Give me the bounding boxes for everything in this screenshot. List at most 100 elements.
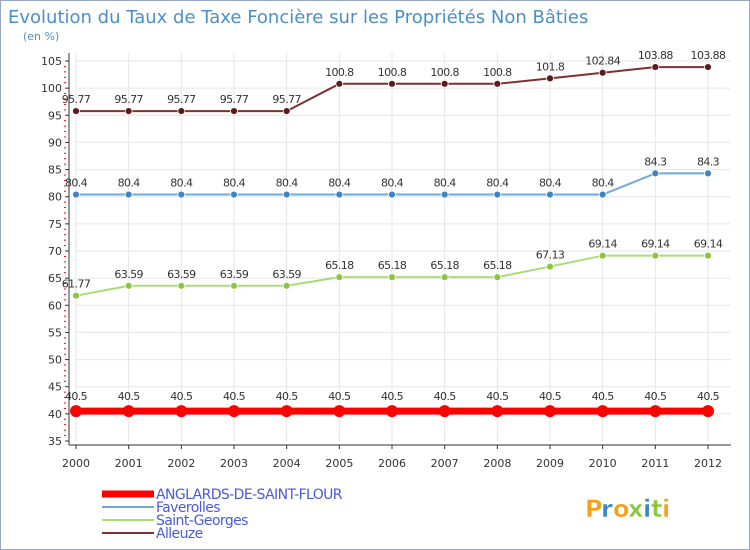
data-point: [177, 190, 186, 199]
data-point: [282, 107, 291, 116]
data-label: 80.4: [381, 177, 404, 190]
data-point: [493, 79, 502, 88]
brand-letter: P: [585, 495, 603, 523]
y-tick-label: 75: [48, 218, 62, 231]
data-label: 63.59: [167, 268, 196, 281]
data-label: 40.5: [486, 390, 509, 403]
data-label: 69.14: [694, 238, 723, 251]
brand-letter: t: [651, 495, 662, 523]
data-point: [651, 63, 660, 71]
data-point: [124, 107, 133, 116]
data-label: 84.3: [697, 155, 720, 168]
y-tick-label: 60: [48, 299, 62, 312]
data-point: [546, 74, 554, 83]
data-point: [491, 405, 504, 418]
legend-label: Faverolles: [156, 500, 220, 516]
x-tick-label: 2000: [62, 457, 90, 470]
y-tick-label: 90: [48, 136, 62, 149]
y-tick-label: 105: [41, 55, 62, 68]
data-point: [546, 262, 554, 271]
chart-title: Evolution du Taux de Taxe Foncière sur l…: [8, 7, 588, 28]
data-point: [228, 405, 240, 418]
data-point: [70, 405, 82, 418]
data-label: 80.4: [486, 177, 509, 190]
brand-letter: i: [662, 495, 670, 523]
y-tick-label: 95: [48, 109, 62, 122]
data-point: [546, 190, 554, 199]
data-label: 40.5: [697, 390, 720, 403]
y-tick-label: 100: [41, 82, 62, 95]
data-point: [388, 190, 396, 199]
data-point: [704, 251, 712, 260]
data-label: 80.4: [223, 177, 246, 190]
data-label: 63.59: [272, 268, 301, 281]
data-point: [124, 190, 133, 199]
series-anglards-de-saint-flour: 40.5 40.5 40.5 40.5 40.5 40.5 40.5 40.5 40.5 40.5…: [65, 390, 720, 418]
brand-letter: r: [601, 495, 613, 523]
data-label: 100.8: [430, 66, 459, 79]
data-point: [493, 190, 502, 199]
data-point: [649, 405, 662, 418]
x-tick-label: 2003: [220, 457, 248, 470]
data-label: 103.88: [638, 49, 673, 62]
legend-label: Alleuze: [156, 526, 203, 542]
data-point: [177, 107, 186, 116]
legend-label: Saint-Georges: [156, 513, 248, 529]
x-tick-label: 2001: [115, 457, 143, 470]
legend: ANGLARDS-DE-SAINT-FLOURFaverollesSaint-G…: [102, 487, 343, 542]
y-tick-label: 85: [48, 164, 62, 177]
legend-label: ANGLARDS-DE-SAINT-FLOUR: [156, 487, 343, 503]
data-point: [72, 190, 80, 199]
data-point: [493, 273, 502, 282]
data-label: 40.5: [328, 390, 351, 403]
x-tick-label: 2005: [325, 457, 353, 470]
series-alleuze: 95.77 95.77 95.77 95.77 95.77 100.8 100.8 100.8…: [62, 49, 727, 116]
x-tick-label: 2002: [167, 457, 195, 470]
data-point: [388, 79, 396, 88]
data-label: 95.77: [220, 93, 249, 106]
y-tick-label: 80: [48, 191, 62, 204]
data-label: 61.77: [62, 278, 91, 291]
data-point: [122, 405, 135, 418]
data-label: 69.14: [588, 238, 617, 251]
y-tick-label: 40: [48, 408, 62, 421]
data-label: 80.4: [118, 177, 141, 190]
data-point: [598, 251, 607, 260]
data-point: [282, 190, 291, 199]
data-point: [440, 79, 449, 88]
axis-layer: 35 40 45 50 55 60 65 70 75 80 85 90 95 100 105 2000 2001…: [41, 53, 731, 470]
data-label: 95.77: [167, 93, 196, 106]
series-faverolles: 80.4 80.4 80.4 80.4 80.4 80.4 80.4 80.4 80.4 80.4…: [65, 155, 720, 199]
unit-label: (en %): [23, 30, 59, 43]
data-label: 95.77: [62, 93, 91, 106]
data-point: [596, 405, 609, 418]
data-point: [230, 107, 238, 116]
data-label: 40.5: [223, 390, 246, 403]
y-tick-label: 45: [48, 381, 62, 394]
data-label: 40.5: [65, 390, 88, 403]
data-label: 84.3: [644, 155, 667, 168]
y-tick-label: 35: [48, 435, 62, 448]
data-label: 100.8: [325, 66, 354, 79]
data-label: 80.4: [592, 177, 615, 190]
data-point: [598, 68, 607, 77]
grid-layer: [75, 53, 731, 441]
data-point: [124, 281, 133, 290]
data-point: [651, 169, 660, 178]
data-label: 95.77: [114, 93, 143, 106]
data-point: [544, 405, 556, 418]
data-label: 100.8: [378, 66, 407, 79]
data-label: 80.4: [539, 177, 562, 190]
data-label: 69.14: [641, 238, 670, 251]
data-point: [175, 405, 188, 418]
data-point: [177, 281, 186, 290]
data-label: 40.5: [644, 390, 667, 403]
proxiti-logo: Pr ox i t i: [585, 495, 671, 524]
data-point: [388, 273, 396, 282]
data-label: 40.5: [592, 390, 615, 403]
brand-letter: o: [613, 495, 630, 523]
data-label: 65.18: [483, 259, 512, 272]
data-label: 65.18: [430, 259, 459, 272]
